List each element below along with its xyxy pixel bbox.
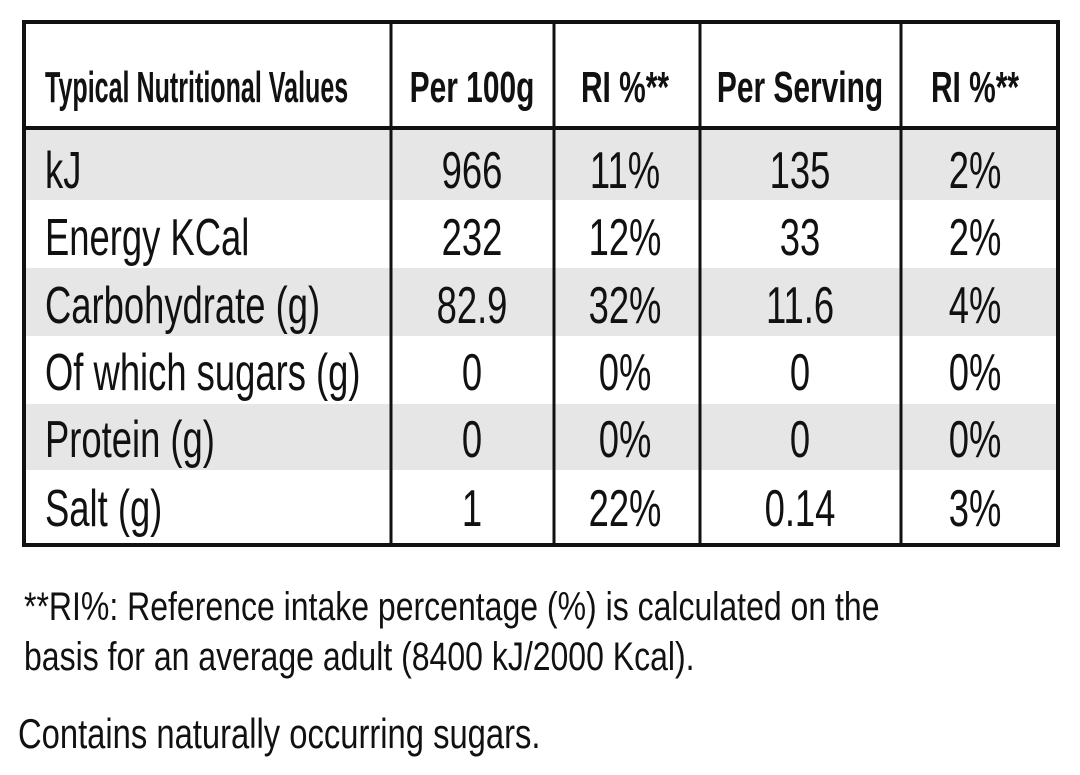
cell-value: 0 (790, 342, 810, 401)
cell-value: 1 (462, 478, 482, 537)
row-label: Salt (g) (45, 478, 162, 537)
cell-value: 0 (790, 409, 810, 468)
table-lines (22, 20, 1060, 547)
cell-value: 33 (780, 207, 820, 266)
cell-value: 11.6 (766, 275, 834, 334)
cell-value: 32% (589, 275, 662, 334)
cell-value: 3% (949, 478, 1002, 537)
cell-value: 11% (590, 140, 660, 199)
row-label: Protein (g) (45, 409, 215, 468)
column-header: Typical Nutritional Values (45, 63, 348, 112)
column-header: Per 100g (410, 62, 535, 111)
row-label: Of which sugars (g) (45, 342, 361, 401)
cell-value: 135 (770, 140, 831, 199)
row-shading (24, 128, 1058, 470)
cell-value: 82.9 (437, 275, 508, 334)
column-header: RI %** (581, 62, 669, 111)
cell-value: 0% (599, 342, 652, 401)
note: Contains naturally occurring sugars. (18, 710, 540, 757)
row-label: Energy KCal (45, 207, 249, 266)
column-header: RI %** (931, 62, 1019, 111)
cell-value: 0 (462, 409, 482, 468)
cell-value: 4% (949, 275, 1002, 334)
cell-value: 2% (949, 207, 1002, 266)
row-label: Carbohydrate (g) (45, 275, 320, 334)
footnote-line: basis for an average adult (8400 kJ/2000… (24, 634, 695, 679)
cell-value: 0 (462, 342, 482, 401)
cell-value: 966 (442, 140, 503, 199)
cell-value: 0% (949, 409, 1002, 468)
cell-value: 12% (589, 207, 662, 266)
cell-value: 0.14 (765, 478, 836, 537)
cell-value: 232 (442, 207, 503, 266)
row-label: kJ (45, 140, 81, 199)
footnote-line: **RI%: Reference intake percentage (%) i… (24, 584, 880, 629)
cell-value: 0% (949, 342, 1002, 401)
cell-value: 22% (589, 478, 662, 537)
cell-value: 2% (949, 140, 1002, 199)
column-header: Per Serving (717, 62, 883, 111)
cell-value: 0% (599, 409, 652, 468)
